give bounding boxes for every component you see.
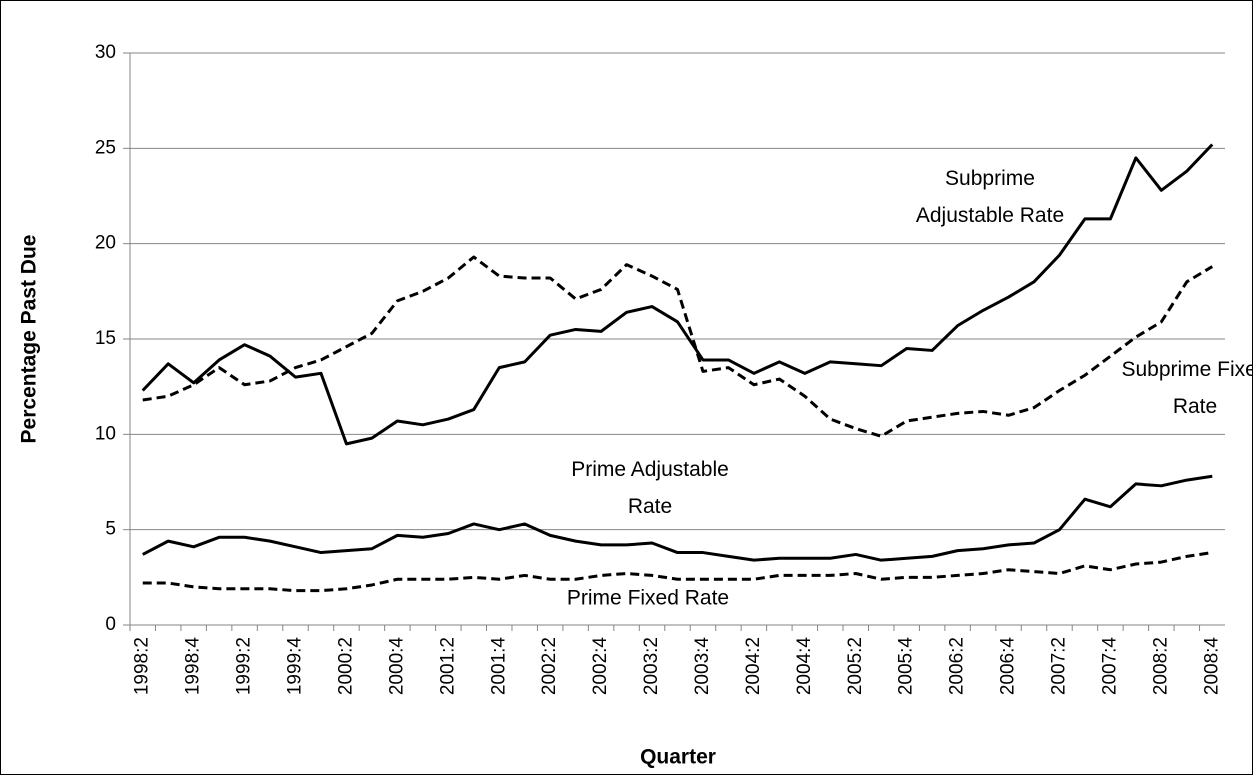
x-tick-label: 2000:2 xyxy=(335,637,356,695)
x-tick-label: 1998:4 xyxy=(183,637,204,696)
y-tick-label: 5 xyxy=(105,519,116,540)
x-tick-label: 2007:2 xyxy=(1048,637,1069,695)
series-label: Subprime Fixed Rate xyxy=(1121,358,1253,418)
x-tick-label: 2001:4 xyxy=(488,637,509,696)
x-tick-label: 2003:2 xyxy=(641,637,662,695)
x-tick-label: 2006:4 xyxy=(998,637,1019,696)
y-tick-label: 30 xyxy=(95,42,116,63)
y-tick-label: 10 xyxy=(95,423,116,444)
x-tick-label: 2002:4 xyxy=(590,637,611,696)
x-tick-label: 2004:2 xyxy=(743,637,764,695)
x-tick-label: 2005:2 xyxy=(845,637,866,695)
series-line xyxy=(141,143,1214,446)
x-tick-label: 2008:4 xyxy=(1201,637,1222,696)
series-label: Subprime Adjustable Rate xyxy=(915,167,1065,227)
x-tick-label: 2004:4 xyxy=(794,637,815,696)
x-tick-label: 1999:2 xyxy=(234,637,255,695)
series-line xyxy=(142,255,1214,438)
x-tick-label: 2003:4 xyxy=(692,637,713,696)
y-axis-label: Percentage Past Due xyxy=(18,235,41,444)
x-tick-label: 2007:4 xyxy=(1099,637,1120,696)
y-tick-label: 0 xyxy=(105,614,116,635)
y-tick-label: 15 xyxy=(95,328,116,349)
y-tick-label: 25 xyxy=(95,137,116,158)
x-tick-label: 2008:2 xyxy=(1150,637,1171,695)
y-tick-label: 20 xyxy=(95,233,116,254)
x-tick-label: 2000:4 xyxy=(386,637,407,696)
x-tick-label: 1998:2 xyxy=(132,637,153,695)
series-line xyxy=(142,474,1213,562)
series-line xyxy=(142,551,1213,593)
x-tick-label: 2001:2 xyxy=(437,637,458,695)
x-axis-label: Quarter xyxy=(640,746,716,769)
series-label: Prime Fixed Rate xyxy=(566,586,730,610)
x-tick-label: 2002:2 xyxy=(539,637,560,695)
x-tick-label: 2005:4 xyxy=(896,637,917,696)
series-label: Prime Adjustable Rate xyxy=(571,458,729,518)
x-tick-label: 2006:2 xyxy=(947,637,968,695)
x-tick-label: 1999:4 xyxy=(285,637,306,696)
